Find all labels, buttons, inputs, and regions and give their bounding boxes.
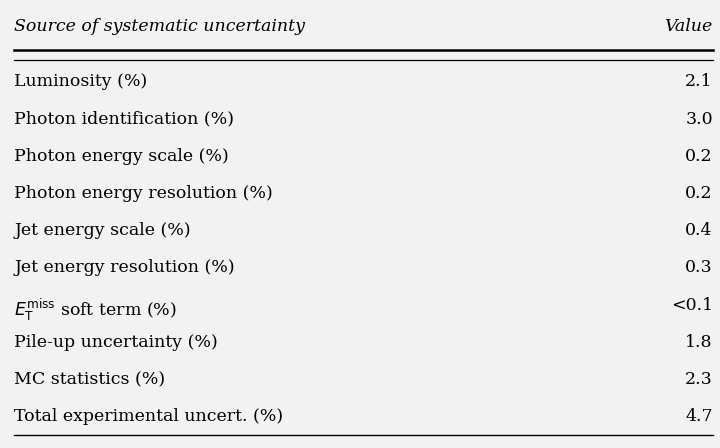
Text: Jet energy scale (%): Jet energy scale (%) bbox=[14, 222, 191, 239]
Text: Photon identification (%): Photon identification (%) bbox=[14, 111, 235, 128]
Text: Total experimental uncert. (%): Total experimental uncert. (%) bbox=[14, 408, 284, 425]
Text: 0.4: 0.4 bbox=[685, 222, 713, 239]
Text: Pile-up uncertainty (%): Pile-up uncertainty (%) bbox=[14, 334, 218, 351]
Text: Value: Value bbox=[665, 18, 713, 35]
Text: $E_{\mathrm{T}}^{\mathrm{miss}}$ soft term (%): $E_{\mathrm{T}}^{\mathrm{miss}}$ soft te… bbox=[14, 297, 177, 323]
Text: Jet energy resolution (%): Jet energy resolution (%) bbox=[14, 259, 235, 276]
Text: 2.3: 2.3 bbox=[685, 371, 713, 388]
Text: 0.3: 0.3 bbox=[685, 259, 713, 276]
Text: 1.8: 1.8 bbox=[685, 334, 713, 351]
Text: MC statistics (%): MC statistics (%) bbox=[14, 371, 166, 388]
Text: Luminosity (%): Luminosity (%) bbox=[14, 73, 148, 90]
Text: <0.1: <0.1 bbox=[670, 297, 713, 314]
Text: 4.7: 4.7 bbox=[685, 408, 713, 425]
Text: Photon energy scale (%): Photon energy scale (%) bbox=[14, 148, 229, 165]
Text: Photon energy resolution (%): Photon energy resolution (%) bbox=[14, 185, 273, 202]
Text: 0.2: 0.2 bbox=[685, 185, 713, 202]
Text: 0.2: 0.2 bbox=[685, 148, 713, 165]
Text: Source of systematic uncertainty: Source of systematic uncertainty bbox=[14, 18, 305, 35]
Text: 3.0: 3.0 bbox=[685, 111, 713, 128]
Text: 2.1: 2.1 bbox=[685, 73, 713, 90]
